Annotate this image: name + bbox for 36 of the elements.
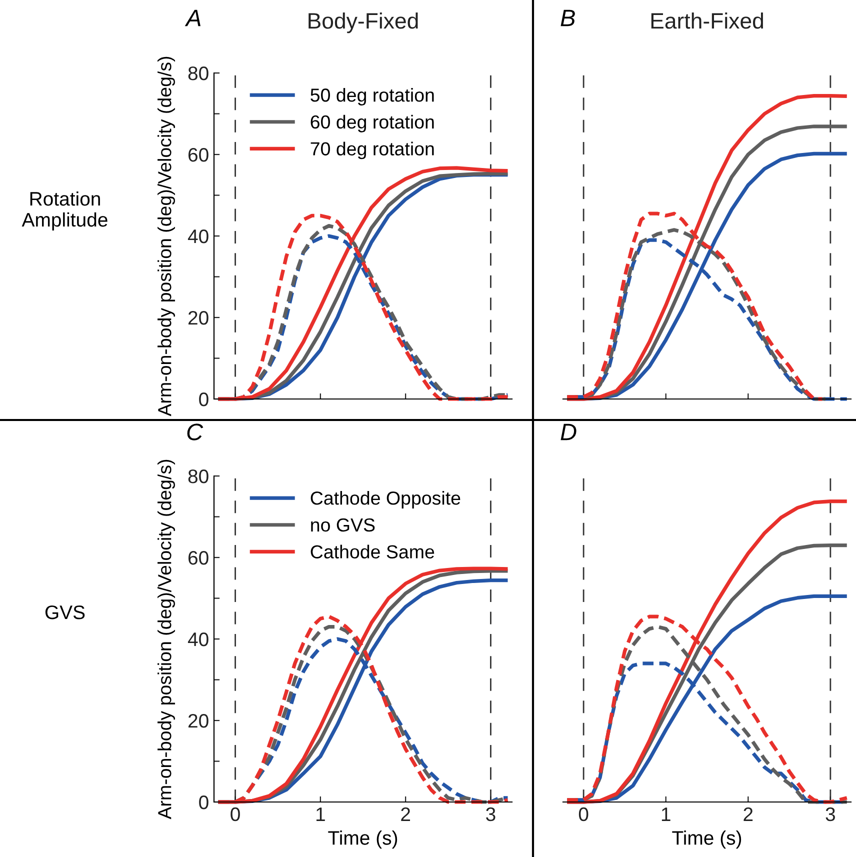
legend-label: no GVS bbox=[311, 518, 375, 532]
y-tick-label: 20 bbox=[188, 714, 208, 728]
y-tick-label: 60 bbox=[188, 550, 208, 565]
text: D bbox=[560, 424, 576, 440]
x-tick-label: 1 bbox=[662, 808, 670, 821]
text: GVS bbox=[45, 605, 85, 620]
x-axis-title: Time (s) bbox=[672, 830, 742, 849]
y-tick-label: 20 bbox=[188, 310, 208, 325]
x-tick-label: 2 bbox=[401, 807, 410, 821]
legend-label: 50 deg rotation bbox=[310, 88, 434, 106]
x-tick-label: 3 bbox=[486, 807, 496, 822]
y-axis-title: Arm-on-body position (deg)/Velocity (deg/s) bbox=[158, 460, 176, 820]
text: A bbox=[184, 10, 200, 26]
x-axis-title: Time (s) bbox=[328, 830, 398, 849]
text: Rotation Amplitude bbox=[22, 191, 108, 231]
x-tick-label: 1 bbox=[316, 808, 325, 821]
legend-label: 60 deg rotation bbox=[310, 114, 434, 132]
legend-label: Cathode Same bbox=[310, 544, 434, 558]
x-tick-label: 0 bbox=[230, 807, 240, 822]
y-tick-label: 80 bbox=[188, 66, 208, 80]
legend-label: 70 deg rotation bbox=[310, 142, 434, 160]
y-tick-label: 60 bbox=[188, 148, 208, 162]
chart-title: Earth-Fixed bbox=[651, 12, 763, 29]
x-tick-label: 2 bbox=[744, 807, 753, 821]
x-tick-label: 3 bbox=[826, 807, 835, 822]
y-tick-label: 80 bbox=[188, 469, 208, 484]
text: B bbox=[560, 10, 575, 26]
x-tick-label: 0 bbox=[578, 807, 588, 822]
legend-label: Cathode Opposite bbox=[310, 491, 460, 508]
y-axis-title: Arm-on-body position (deg)/Velocity (deg/s) bbox=[158, 56, 176, 416]
y-tick-label: 40 bbox=[188, 632, 208, 646]
text: C bbox=[187, 424, 204, 440]
y-tick-label: 40 bbox=[188, 229, 208, 244]
y-tick-label: 0 bbox=[199, 795, 208, 810]
chart-title: Body-Fixed bbox=[308, 12, 418, 34]
y-tick-label: 0 bbox=[199, 392, 208, 406]
